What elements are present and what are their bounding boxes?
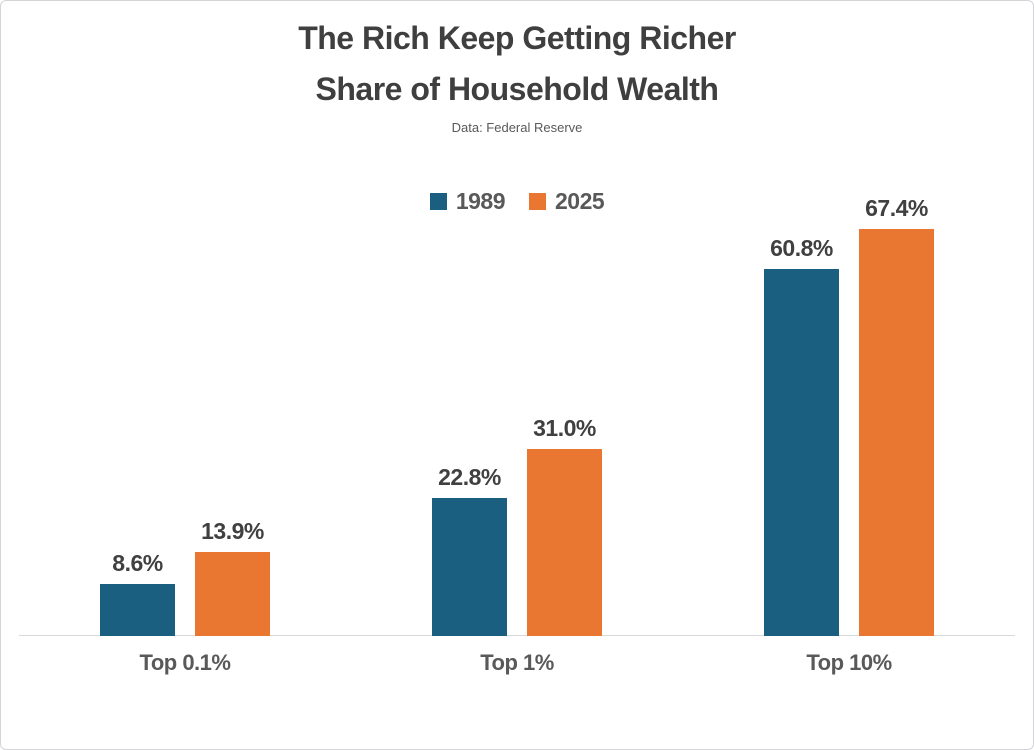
category-label: Top 0.1% [139,650,231,675]
legend-series-label: 2025 [555,187,605,214]
legend-item-1989: 1989 [429,187,506,215]
value-label: 67.4% [865,195,928,221]
chart-title-line2: Share of Household Wealth [315,71,719,107]
x-axis-line [19,635,1015,636]
legend-swatch-icon [429,192,447,210]
bar-2025-top-0.1-: 13.9% [195,518,270,636]
chart-source-note: Data: Federal Reserve [451,120,583,135]
bar-group-top-0.1-: 8.6% 13.9% Top 0.1% [100,213,270,675]
value-label: 60.8% [770,235,833,261]
value-label: 13.9% [201,518,264,544]
bar-2025-top-10-: 67.4% [859,195,934,636]
bar-1989-top-1-: 22.8% [432,464,507,636]
chart-legend: 1989 2025 [1,187,1033,215]
bar-1989-top-10-: 60.8% [764,235,839,636]
chart-title-line1: The Rich Keep Getting Richer [298,20,736,56]
value-label: 31.0% [533,415,596,441]
bar-group-top-1-: 22.8% 31.0% Top 1% [432,213,602,675]
category-label: Top 1% [480,650,554,675]
bar-2025-top-1-: 31.0% [527,415,602,636]
legend-series-label: 1989 [455,187,506,214]
plot-area: 8.6% 13.9% Top 0.1% 22.8% 31.0% Top 1% 60.8% 67… [19,195,1015,675]
value-label: 22.8% [438,464,501,490]
category-label: Top 10% [806,650,892,675]
value-label: 8.6% [112,550,163,576]
bar-1989-top-0.1-: 8.6% [100,550,175,636]
legend-item-2025: 2025 [529,187,605,215]
bar-group-top-10-: 60.8% 67.4% Top 10% [764,195,934,675]
legend-swatch-icon [529,192,546,210]
chart-header: The Rich Keep Getting Richer Share of Ho… [1,13,1033,135]
